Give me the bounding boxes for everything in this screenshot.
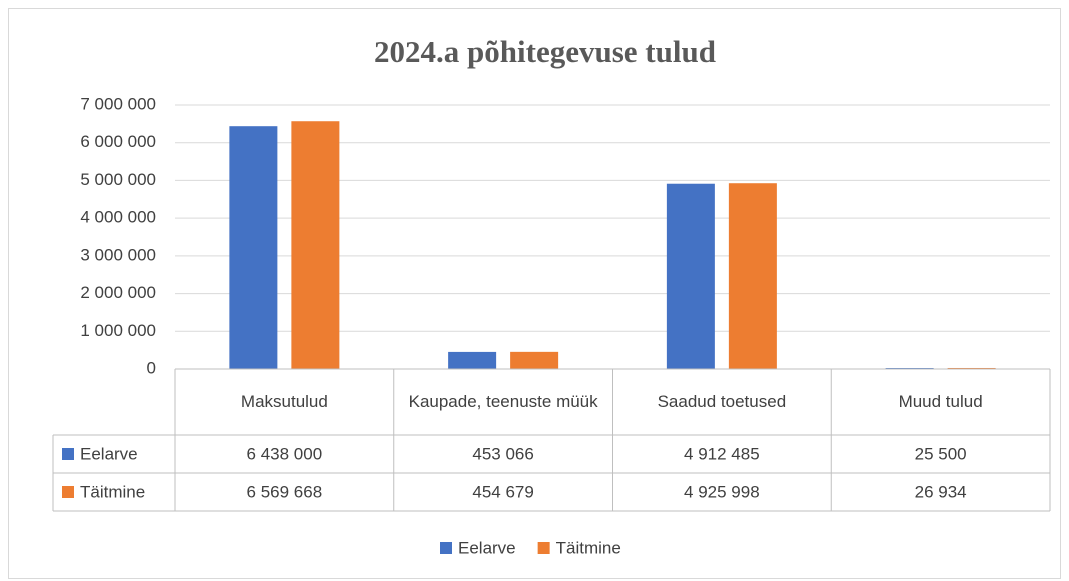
bar: [666, 183, 715, 369]
legend-key: [537, 542, 550, 554]
y-tick-label: 4 000 000: [80, 208, 156, 227]
category-cell: Muud tulud: [898, 392, 983, 411]
x-tick-label: Kaupade, teenuste müük: [408, 392, 598, 411]
y-tick-label: 1 000 000: [80, 321, 156, 340]
row-label: Eelarve: [80, 444, 138, 463]
x-tick-label: Muud tulud: [898, 392, 983, 411]
table-value: 6 569 668: [247, 482, 323, 501]
x-tick-label: Maksutulud: [240, 392, 328, 411]
table-value: 26 934: [915, 482, 967, 501]
bar: [510, 351, 559, 369]
bar: [947, 367, 996, 369]
category-cell: Kaupade, teenuste müük: [408, 392, 598, 411]
x-tick-label: Saadud toetused: [657, 392, 787, 411]
y-tick-label: 7 000 000: [80, 94, 156, 113]
table-legend-key: [62, 486, 74, 498]
table-legend-key: [62, 448, 74, 460]
category-cell: Maksutulud: [240, 392, 328, 411]
table-value: 4 912 485: [684, 444, 760, 463]
y-tick-label: 6 000 000: [80, 132, 156, 151]
table-value: 453 066: [472, 444, 533, 463]
legend-label: Täitmine: [556, 538, 621, 557]
table-value: 25 500: [915, 444, 967, 463]
row-label: Täitmine: [80, 482, 145, 501]
bar: [229, 126, 278, 369]
y-tick-label: 0: [147, 358, 156, 377]
bar: [448, 351, 497, 369]
category-cell: Saadud toetused: [657, 392, 787, 411]
table-value: 4 925 998: [684, 482, 760, 501]
chart-title: 2024.a põhitegevuse tulud: [374, 34, 716, 69]
table-value: 6 438 000: [247, 444, 323, 463]
y-tick-label: 3 000 000: [80, 245, 156, 264]
bar: [291, 121, 340, 369]
bar: [728, 183, 777, 369]
table-value: 454 679: [472, 482, 533, 501]
y-tick-label: 5 000 000: [80, 170, 156, 189]
y-tick-label: 2 000 000: [80, 283, 156, 302]
legend-label: Eelarve: [458, 538, 516, 557]
legend-key: [440, 542, 452, 554]
